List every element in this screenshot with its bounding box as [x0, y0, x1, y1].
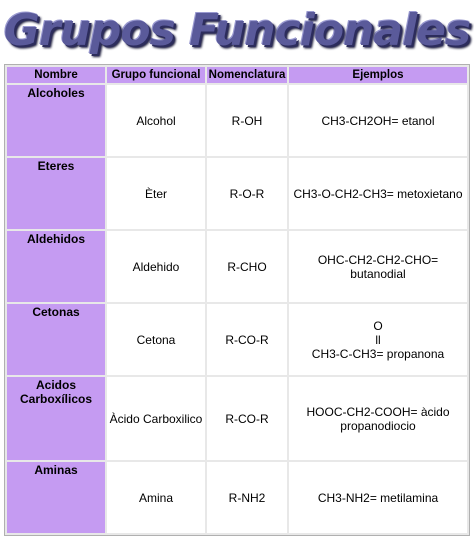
row-group: Cetona: [107, 304, 205, 375]
row-name: Eteres: [7, 158, 105, 229]
row-example: CH3-O-CH2-CH3= metoxietano: [289, 158, 467, 229]
row-example: HOOC-CH2-COOH= àcido propanodiocio: [289, 377, 467, 460]
table-row: Aldehidos Aldehido R-CHO OHC-CH2-CH2-CHO…: [7, 231, 467, 302]
functional-groups-table: Nombre Grupo funcional Nomenclatura Ejem…: [4, 64, 470, 536]
example-line: CH3-C-CH3= propanona: [311, 346, 445, 361]
example-line: propanodiocio: [340, 418, 416, 433]
example-line: O: [373, 318, 383, 333]
header-ejemplos: Ejemplos: [289, 67, 467, 83]
row-example: CH3-CH2OH= etanol: [289, 85, 467, 156]
header-nombre: Nombre: [7, 67, 105, 83]
row-group: Èter: [107, 158, 205, 229]
table-header-row: Nombre Grupo funcional Nomenclatura Ejem…: [7, 67, 467, 83]
row-nomenclature: R-CHO: [207, 231, 287, 302]
row-example: O ll CH3-C-CH3= propanona: [289, 304, 467, 375]
table-row: Cetonas Cetona R-CO-R O ll CH3-C-CH3= pr…: [7, 304, 467, 375]
row-name: Alcoholes: [7, 85, 105, 156]
example-line: OHC-CH2-CH2-CHO=: [317, 252, 439, 267]
row-name: Cetonas: [7, 304, 105, 375]
row-nomenclature: R-OH: [207, 85, 287, 156]
header-grupo-funcional: Grupo funcional: [107, 67, 205, 83]
row-name: Aminas: [7, 462, 105, 533]
row-group: Aldehido: [107, 231, 205, 302]
table-row: Eteres Èter R-O-R CH3-O-CH2-CH3= metoxie…: [7, 158, 467, 229]
row-name-line: Carboxílicos: [19, 392, 93, 406]
example-line: HOOC-CH2-COOH= àcido: [306, 404, 450, 419]
row-group: Amina: [107, 462, 205, 533]
row-name-line: Acidos: [35, 378, 76, 392]
row-name: Acidos Carboxílicos: [7, 377, 105, 460]
page-title: Grupos Funcionales: [3, 5, 471, 56]
header-nomenclatura: Nomenclatura: [207, 67, 287, 83]
table-row: Alcoholes Alcohol R-OH CH3-CH2OH= etanol: [7, 85, 467, 156]
row-nomenclature: R-CO-R: [207, 377, 287, 460]
table-row: Aminas Amina R-NH2 CH3-NH2= metilamina: [7, 462, 467, 533]
example-line: ll: [375, 332, 381, 347]
row-example: CH3-NH2= metilamina: [289, 462, 467, 533]
row-nomenclature: R-CO-R: [207, 304, 287, 375]
row-name: Aldehidos: [7, 231, 105, 302]
row-example: OHC-CH2-CH2-CHO= butanodial: [289, 231, 467, 302]
row-nomenclature: R-O-R: [207, 158, 287, 229]
example-line: butanodial: [350, 266, 406, 281]
table-row: Acidos Carboxílicos Àcido Carboxilico R-…: [7, 377, 467, 460]
row-nomenclature: R-NH2: [207, 462, 287, 533]
row-group: Àcido Carboxilico: [107, 377, 205, 460]
row-group: Alcohol: [107, 85, 205, 156]
